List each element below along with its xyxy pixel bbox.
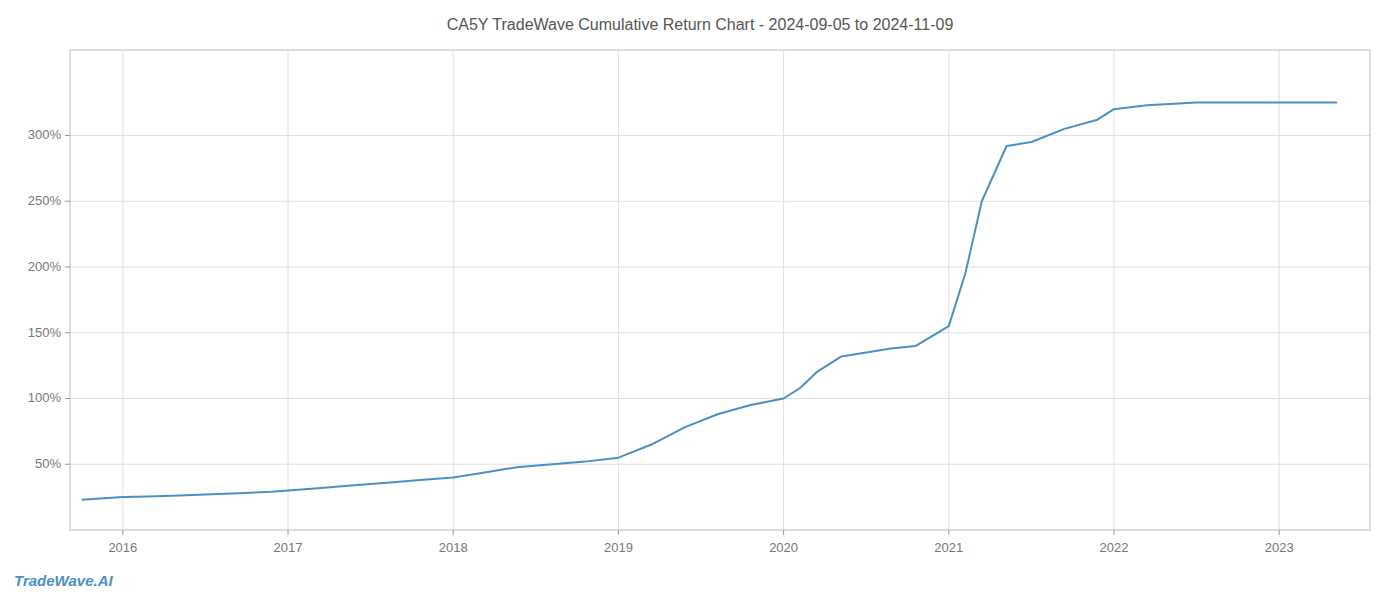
x-tick-label: 2018 <box>439 540 468 555</box>
y-tick-label: 300% <box>28 127 62 142</box>
x-tick <box>453 530 454 535</box>
x-tick <box>1113 530 1114 535</box>
watermark: TradeWave.AI <box>14 572 113 589</box>
y-tick <box>65 332 70 333</box>
plot-frame <box>70 50 1370 530</box>
y-tick <box>65 135 70 136</box>
y-tick <box>65 464 70 465</box>
title: CA5Y TradeWave Cumulative Return Chart -… <box>447 16 954 33</box>
y-tick-label: 50% <box>35 456 61 471</box>
grid-line <box>1113 50 1114 530</box>
grid-line <box>70 135 1370 136</box>
x-tick-label: 2017 <box>274 540 303 555</box>
grid-line <box>1279 50 1280 530</box>
series <box>82 103 1337 500</box>
y-tick-label: 200% <box>28 259 62 274</box>
grid-line <box>783 50 784 530</box>
x-tick <box>122 530 123 535</box>
x-tick-label: 2021 <box>934 540 963 555</box>
grid-line <box>122 50 123 530</box>
x-tick-label: 2016 <box>108 540 137 555</box>
y-tick-label: 150% <box>28 325 62 340</box>
y-tick-label: 100% <box>28 390 62 405</box>
grid-line <box>70 266 1370 267</box>
axes: 2016 2017 2018 2019 2020 2021 2022 2023 50% 100% 1… <box>28 127 1294 555</box>
line <box>82 103 1337 500</box>
y-tick <box>65 201 70 202</box>
y-tick <box>65 398 70 399</box>
x-tick <box>783 530 784 535</box>
x-tick-label: 2019 <box>604 540 633 555</box>
grid-line <box>70 332 1370 333</box>
x-tick <box>288 530 289 535</box>
x-tick-label: 2023 <box>1265 540 1294 555</box>
x-tick <box>948 530 949 535</box>
grid-line <box>948 50 949 530</box>
grid-line <box>453 50 454 530</box>
grid-line <box>288 50 289 530</box>
x-tick-label: 2020 <box>769 540 798 555</box>
x-tick-label: 2022 <box>1100 540 1129 555</box>
y-tick-label: 250% <box>28 193 62 208</box>
chart: 2016 2017 2018 2019 2020 2021 2022 2023 50% 100% 1… <box>0 0 1400 600</box>
grid-line <box>70 464 1370 465</box>
grid-line <box>70 398 1370 399</box>
grid-line <box>70 201 1370 202</box>
grid <box>70 50 1370 530</box>
x-tick <box>618 530 619 535</box>
y-tick <box>65 266 70 267</box>
x-tick <box>1279 530 1280 535</box>
